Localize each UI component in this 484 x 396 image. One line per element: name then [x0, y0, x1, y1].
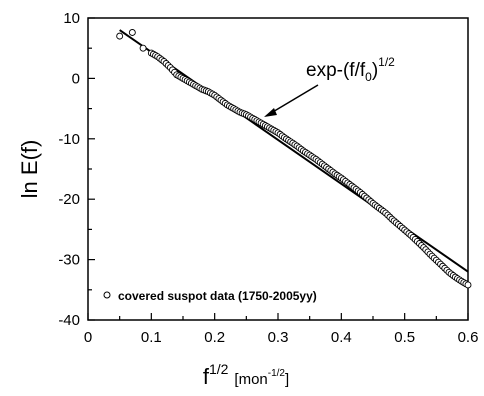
annotation-sup: 1/2: [378, 55, 395, 69]
annotation-arrow-head: [264, 108, 277, 117]
legend-entry: covered suspot data (1750-2005yy): [118, 289, 317, 303]
x-tick-label: 0.6: [458, 329, 479, 346]
legend-marker: [103, 291, 111, 299]
x-axis-title: f1/2 [mon-1/2]: [203, 361, 289, 389]
x-axis-title-unit-sup: -1/2: [268, 368, 286, 379]
x-tick-label: 0.2: [204, 329, 225, 346]
x-tick-label: 0.1: [141, 329, 162, 346]
x-tick-label: 0.3: [268, 329, 289, 346]
annotation-arrow: [264, 84, 319, 117]
data-point: [116, 32, 124, 40]
y-tick-label: -20: [58, 191, 80, 208]
axis-ticks: [87, 17, 469, 321]
y-tick-label: -40: [58, 312, 80, 329]
x-axis-title-unit-close: ]: [285, 371, 289, 388]
y-tick-label: -10: [58, 131, 80, 148]
x-tick-label: 0.5: [394, 329, 415, 346]
annotation-label: exp-(f/f0)1/2: [306, 55, 395, 84]
data-point: [464, 281, 472, 289]
x-axis-title-sup: 1/2: [209, 361, 229, 377]
data-point: [128, 29, 136, 36]
data-points: [116, 29, 472, 289]
legend: covered suspot data (1750-2005yy): [103, 289, 317, 303]
annotation-close: ): [372, 60, 378, 81]
x-axis-title-unit: [mon: [234, 371, 267, 388]
y-axis-title: ln E(f): [17, 140, 42, 199]
x-axis-title-base: f: [203, 364, 210, 389]
annotation-sub: 0: [365, 70, 372, 84]
axis-tick-labels: 0 0.1 0.2 0.3 0.4 0.5 0.6 10 0 -10 -20 -30 -40: [58, 10, 478, 346]
plot-frame: [87, 17, 469, 321]
y-tick-label: 10: [63, 10, 80, 27]
data-point: [139, 44, 147, 52]
y-tick-label: 0: [72, 70, 80, 87]
x-tick-label: 0: [84, 329, 92, 346]
annotation-base: exp-(f/f: [306, 60, 366, 81]
x-tick-label: 0.4: [331, 329, 352, 346]
y-tick-label: -30: [58, 252, 80, 269]
